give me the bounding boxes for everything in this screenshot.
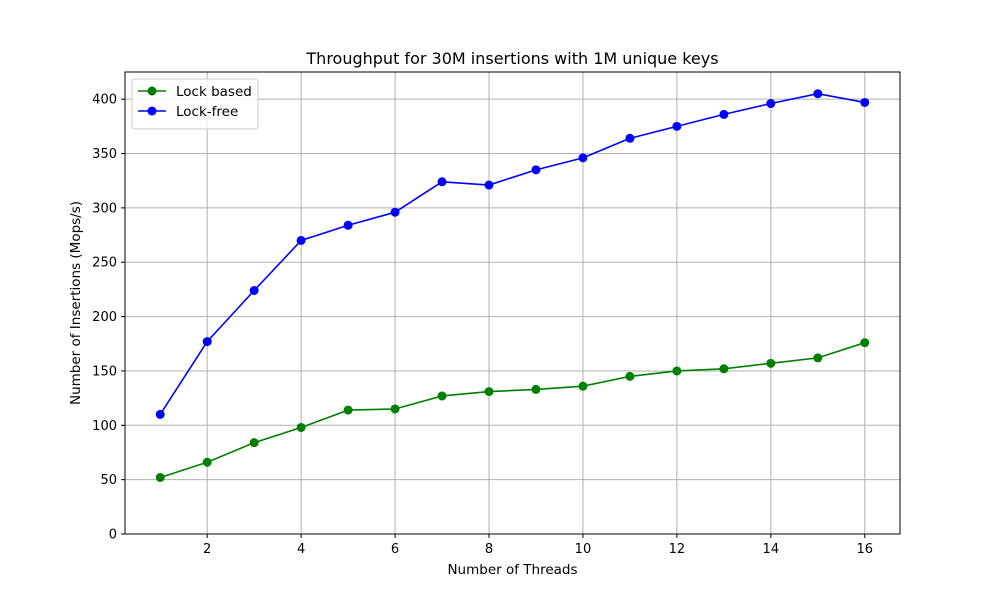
- y-axis-ticks: 0 50 100 150 200 250 300 350 400: [92, 93, 125, 543]
- x-tick-label: 12: [669, 542, 686, 557]
- x-tick-label: 6: [391, 542, 399, 557]
- data-point: [437, 177, 447, 187]
- legend-swatch-marker: [147, 86, 157, 96]
- x-tick-label: 10: [575, 542, 592, 557]
- data-point: [578, 381, 588, 391]
- x-axis-label: Number of Threads: [447, 562, 577, 578]
- series-lock-free: [155, 89, 870, 419]
- data-point: [860, 338, 870, 348]
- data-point: [625, 133, 635, 143]
- y-tick-label: 250: [92, 256, 117, 271]
- y-tick-label: 100: [92, 419, 117, 434]
- data-point: [860, 97, 870, 107]
- data-point: [249, 285, 259, 295]
- y-tick-label: 50: [100, 473, 117, 488]
- data-point: [719, 364, 729, 374]
- x-tick-label: 16: [856, 542, 873, 557]
- legend: Lock based Lock-free: [131, 78, 259, 130]
- data-point: [531, 165, 541, 175]
- data-point: [390, 207, 400, 217]
- y-tick-label: 0: [109, 528, 117, 543]
- data-point: [155, 409, 165, 419]
- data-point: [578, 153, 588, 163]
- data-point: [390, 404, 400, 414]
- series-line: [159, 92, 865, 415]
- legend-item: Lock-free: [138, 104, 238, 120]
- legend-label: Lock based: [176, 84, 252, 100]
- y-tick-label: 200: [92, 310, 117, 325]
- data-point: [296, 235, 306, 245]
- data-point: [202, 337, 212, 347]
- legend-swatch-marker: [147, 106, 157, 116]
- chart-title: Throughput for 30M insertions with 1M un…: [305, 49, 718, 68]
- data-point: [249, 438, 259, 448]
- series-line: [159, 341, 866, 479]
- data-point: [484, 387, 494, 397]
- data-point: [437, 391, 447, 401]
- data-point: [343, 220, 353, 230]
- data-point: [813, 353, 823, 363]
- x-tick-label: 2: [203, 542, 211, 557]
- legend-item: Lock based: [138, 84, 252, 100]
- series-layer: [155, 89, 870, 482]
- x-tick-label: 4: [297, 542, 305, 557]
- data-point: [343, 405, 353, 415]
- y-tick-label: 150: [92, 364, 117, 379]
- data-point: [202, 457, 212, 467]
- y-tick-label: 350: [92, 147, 117, 162]
- data-point: [625, 371, 635, 381]
- data-point: [672, 366, 682, 376]
- data-point: [766, 99, 776, 109]
- y-tick-label: 400: [92, 93, 117, 108]
- x-tick-label: 8: [485, 542, 493, 557]
- plot-frame: [124, 71, 901, 535]
- data-point: [155, 472, 165, 482]
- y-axis-label: Number of Insertions (Mops/s): [68, 201, 84, 405]
- data-point: [719, 109, 729, 119]
- legend-label: Lock-free: [176, 104, 238, 120]
- data-point: [813, 89, 823, 99]
- data-point: [672, 121, 682, 131]
- y-tick-label: 300: [92, 201, 117, 216]
- data-point: [484, 180, 494, 190]
- x-tick-label: 14: [763, 542, 780, 557]
- data-point: [531, 384, 541, 394]
- data-point: [766, 358, 776, 368]
- x-axis-ticks: 2 4 6 8 10 12 14 16: [203, 534, 873, 557]
- series-lock-based: [155, 338, 870, 482]
- data-point: [296, 422, 306, 432]
